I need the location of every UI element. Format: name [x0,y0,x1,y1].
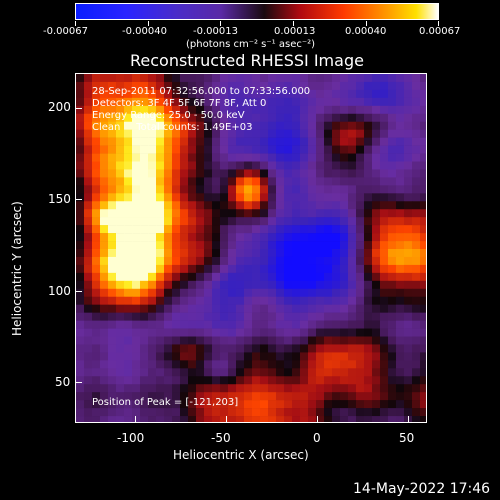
x-tick-label: 0 [313,431,321,445]
detectors-info: Detectors: 3F 4F 5F 6F 7F 8F, Att 0 [92,98,267,109]
y-tick-label: 100 [48,284,71,298]
y-tick-label: 150 [48,192,71,206]
colorbar-tick-label: -0.00013 [193,26,238,37]
colorbar-tick-label: 0.00040 [345,26,387,37]
heatmap [76,74,426,422]
colorbar-tick-label: 0.00013 [274,26,316,37]
colorbar-tick-label: 0.00067 [419,26,461,37]
y-axis-label: Heliocentric Y (arcsec) [10,201,24,336]
timestamp: 14-May-2022 17:46 [353,481,491,497]
x-tick-label: -50 [211,431,231,445]
overlay-text: 28-Sep-2011 07:32:56.000 to 07:33:56.000… [92,86,310,134]
plot-area [75,73,427,423]
chart-title: Reconstructed RHESSI Image [130,51,364,70]
clean-total-counts: Clean Total counts: 1.49E+03 [92,122,253,133]
peak-position: Position of Peak = [-121,203] [92,397,239,408]
y-tick-label: 200 [48,100,71,114]
colorbar [75,3,439,20]
energy-range: Energy Range: 25.0 - 50.0 keV [92,110,245,121]
y-tick-label: 50 [55,375,71,389]
x-tick-label: 50 [399,431,415,445]
observation-time: 28-Sep-2011 07:32:56.000 to 07:33:56.000 [92,86,311,97]
colorbar-unit-label: (photons cm⁻² s⁻¹ asec⁻²) [186,39,316,50]
colorbar-tick-label: -0.00067 [43,26,88,37]
x-axis-label: Heliocentric X (arcsec) [173,448,309,462]
colorbar-tick-label: -0.00040 [122,26,167,37]
x-tick-label: -100 [117,431,145,445]
